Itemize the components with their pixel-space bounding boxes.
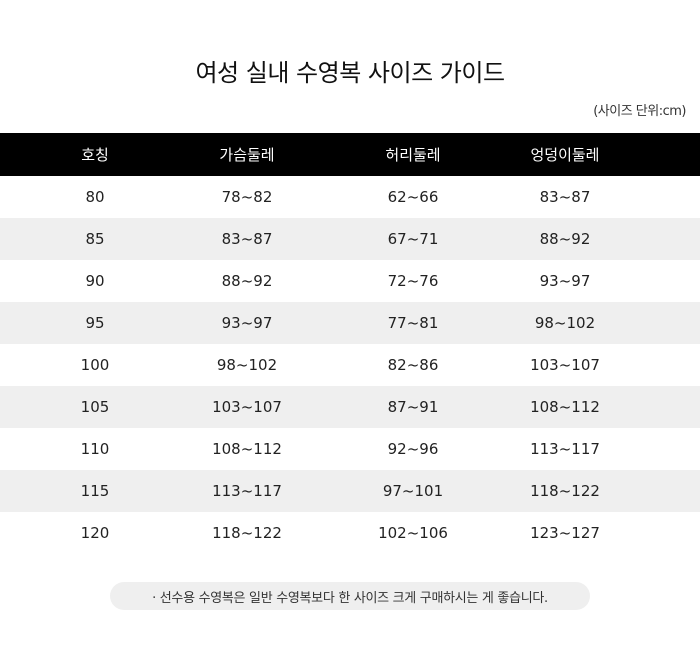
page-title: 여성 실내 수영복 사이즈 가이드 <box>195 59 505 87</box>
table-row: 80 78~82 62~66 83~87 <box>0 176 700 218</box>
cell-size: 95 <box>85 314 105 332</box>
cell-chest: 118~122 <box>212 524 282 542</box>
table-header: 호칭 가슴둘레 허리둘레 엉덩이둘레 <box>0 133 700 176</box>
cell-hip: 118~122 <box>530 482 600 500</box>
cell-size: 90 <box>85 272 105 290</box>
cell-hip: 103~107 <box>530 356 600 374</box>
cell-waist: 82~86 <box>387 356 439 374</box>
cell-hip: 108~112 <box>530 398 600 416</box>
cell-waist: 72~76 <box>387 272 439 290</box>
cell-size: 110 <box>80 440 110 458</box>
cell-chest: 103~107 <box>212 398 282 416</box>
cell-size: 100 <box>80 356 110 374</box>
table-row: 105 103~107 87~91 108~112 <box>0 386 700 428</box>
cell-size: 115 <box>80 482 110 500</box>
table-row: 85 83~87 67~71 88~92 <box>0 218 700 260</box>
header-hip: 엉덩이둘레 <box>530 146 600 164</box>
cell-chest: 83~87 <box>221 230 273 248</box>
cell-waist: 77~81 <box>387 314 439 332</box>
unit-note: (사이즈 단위:cm) <box>593 104 686 119</box>
cell-chest: 108~112 <box>212 440 282 458</box>
cell-hip: 123~127 <box>530 524 600 542</box>
cell-size: 85 <box>85 230 105 248</box>
cell-size: 105 <box>80 398 110 416</box>
cell-chest: 93~97 <box>221 314 273 332</box>
cell-waist: 67~71 <box>387 230 439 248</box>
cell-hip: 93~97 <box>539 272 591 290</box>
table-row: 110 108~112 92~96 113~117 <box>0 428 700 470</box>
size-table: 호칭 가슴둘레 허리둘레 엉덩이둘레 80 78~82 62~66 83~87 85 83… <box>0 133 700 554</box>
cell-chest: 88~92 <box>221 272 273 290</box>
table-row: 90 88~92 72~76 93~97 <box>0 260 700 302</box>
cell-hip: 98~102 <box>534 314 596 332</box>
header-chest: 가슴둘레 <box>219 146 275 164</box>
header-size: 호칭 <box>81 146 109 164</box>
footnote: · 선수용 수영복은 일반 수영복보다 한 사이즈 크게 구매하시는 게 좋습니… <box>110 582 590 610</box>
cell-size: 80 <box>85 188 105 206</box>
table-row: 115 113~117 97~101 118~122 <box>0 470 700 512</box>
table-row: 120 118~122 102~106 123~127 <box>0 512 700 554</box>
table-row: 100 98~102 82~86 103~107 <box>0 344 700 386</box>
cell-chest: 78~82 <box>221 188 273 206</box>
cell-hip: 113~117 <box>530 440 600 458</box>
cell-waist: 92~96 <box>387 440 439 458</box>
cell-waist: 97~101 <box>382 482 444 500</box>
cell-waist: 102~106 <box>378 524 448 542</box>
cell-waist: 62~66 <box>387 188 439 206</box>
table-row: 95 93~97 77~81 98~102 <box>0 302 700 344</box>
header-waist: 허리둘레 <box>385 146 441 164</box>
cell-size: 120 <box>80 524 110 542</box>
cell-waist: 87~91 <box>387 398 439 416</box>
cell-chest: 113~117 <box>212 482 282 500</box>
cell-chest: 98~102 <box>216 356 278 374</box>
cell-hip: 88~92 <box>539 230 591 248</box>
cell-hip: 83~87 <box>539 188 591 206</box>
